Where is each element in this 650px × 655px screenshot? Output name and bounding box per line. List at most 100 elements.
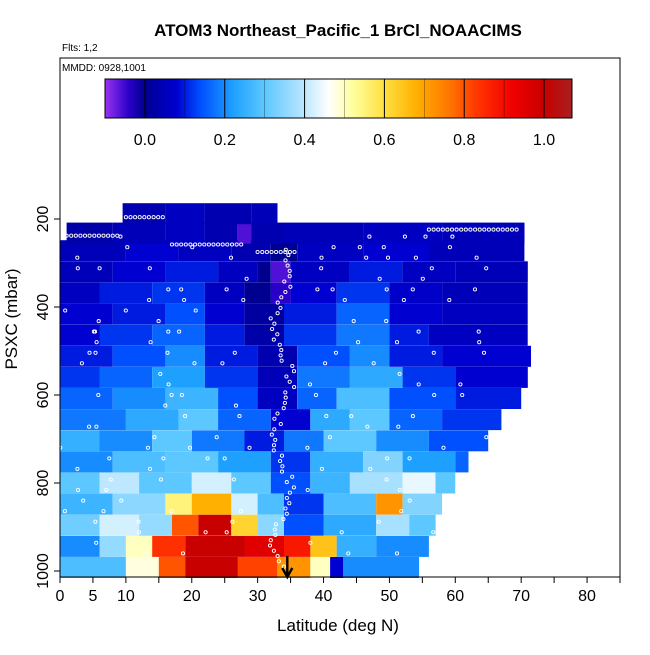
track-point	[283, 249, 288, 255]
track-point	[158, 371, 163, 376]
track-point	[486, 227, 491, 232]
track-point	[368, 466, 373, 471]
colorbar-bar	[104, 78, 573, 119]
heat-cell	[218, 388, 258, 409]
track-point	[268, 538, 273, 543]
heat-cell	[310, 409, 350, 431]
track-point	[203, 530, 208, 535]
track-point	[339, 530, 344, 535]
heat-cell	[165, 388, 219, 409]
track-point	[283, 390, 288, 395]
colorbar: 0.0 0.2 0.4 0.6 0.8 1.0	[104, 78, 573, 149]
track-point	[290, 363, 295, 369]
heat-cell	[231, 514, 258, 536]
track-point	[229, 242, 235, 247]
track-point	[319, 255, 324, 260]
track-point	[241, 297, 246, 303]
heat-cell	[284, 535, 311, 557]
heatmap-layer	[60, 203, 531, 578]
track-point	[275, 332, 280, 337]
heat-cell	[389, 282, 443, 304]
track-point	[123, 308, 128, 313]
y-tick-label: 800	[35, 470, 52, 497]
heat-cell	[284, 514, 324, 536]
track-point	[81, 498, 86, 503]
x-tick-label: 5	[88, 588, 97, 605]
heat-cell	[204, 366, 258, 388]
heat-cell	[349, 366, 403, 388]
heat-cell	[191, 493, 232, 515]
track-point	[402, 234, 407, 239]
track-point	[244, 276, 249, 281]
track-point	[145, 445, 150, 450]
track-point	[69, 233, 74, 238]
track-point	[396, 424, 401, 429]
date-label: MMDD: 0928,1001	[62, 63, 146, 74]
heat-cell	[66, 222, 113, 244]
track-point	[287, 379, 292, 384]
heat-cell	[60, 388, 113, 409]
heat-cell	[336, 535, 377, 557]
heat-cell	[112, 388, 166, 409]
track-point	[225, 242, 230, 247]
track-point	[75, 266, 80, 271]
track-point	[211, 242, 216, 247]
heat-cell	[60, 345, 113, 367]
heat-cell	[112, 451, 166, 473]
track-point	[290, 474, 295, 479]
heat-cell	[165, 451, 219, 473]
heat-cell	[442, 222, 525, 244]
heat-cell	[284, 222, 364, 244]
track-point	[271, 443, 277, 448]
heat-cell	[323, 493, 377, 515]
track-point	[500, 227, 505, 232]
track-point	[228, 255, 234, 260]
heat-cell	[237, 557, 278, 578]
heat-cell	[257, 388, 298, 409]
track-point	[205, 456, 210, 461]
flights-label: Flts: 1,2	[62, 43, 98, 54]
track-point	[166, 329, 171, 334]
track-point	[79, 361, 84, 366]
track-point	[381, 245, 386, 250]
track-point	[202, 242, 207, 247]
heat-cell	[244, 282, 271, 304]
track-point	[385, 255, 391, 260]
track-point	[401, 297, 406, 303]
track-point	[280, 464, 285, 469]
track-point	[234, 242, 239, 247]
heat-cell	[376, 535, 429, 557]
track-point	[136, 519, 141, 524]
heat-cell	[158, 557, 186, 578]
track-point	[104, 487, 109, 493]
heat-cell	[204, 222, 238, 244]
track-point	[319, 266, 324, 271]
track-point	[177, 329, 182, 334]
track-point	[283, 506, 288, 511]
heat-cell	[442, 409, 502, 431]
plot-frame	[59, 57, 621, 578]
track-point	[197, 242, 202, 247]
track-point	[283, 247, 288, 252]
track-point	[174, 242, 179, 247]
heat-cell	[60, 472, 100, 494]
track-point	[384, 287, 389, 292]
track-point	[429, 266, 434, 271]
track-point	[313, 392, 319, 398]
track-point	[87, 233, 92, 238]
track-point	[283, 395, 288, 400]
track-point	[282, 279, 287, 284]
heat-cell	[270, 409, 311, 431]
track-point	[166, 287, 171, 292]
heat-cell	[336, 282, 390, 304]
track-point	[87, 350, 92, 355]
track-point	[192, 361, 197, 366]
track-point	[423, 234, 428, 239]
heat-cell	[60, 366, 100, 388]
heat-cell	[231, 493, 258, 515]
track-point	[476, 329, 481, 334]
track-point	[147, 297, 152, 303]
colorbar-tick-label: 0.0	[134, 132, 156, 149]
track-point	[454, 227, 459, 232]
